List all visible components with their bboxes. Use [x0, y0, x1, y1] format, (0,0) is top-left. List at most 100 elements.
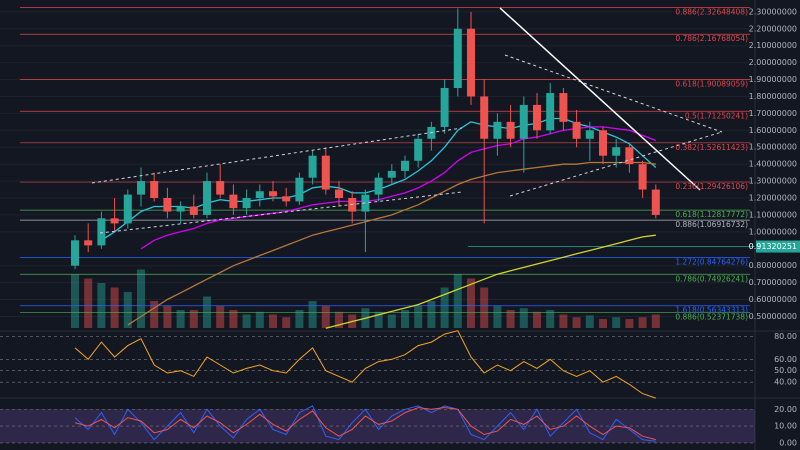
candle-body: [467, 28, 475, 97]
volume-bar: [480, 287, 489, 328]
last-price-box: [756, 240, 800, 253]
candle-body: [137, 181, 145, 195]
candle-body: [255, 191, 264, 198]
volume-bar: [467, 278, 475, 328]
candle-body: [308, 155, 317, 178]
fib-label: 0.618(1.90089059): [675, 79, 748, 88]
volume-bar: [229, 310, 238, 328]
y-tick-label: 2.30000000: [749, 7, 797, 16]
volume-bar: [374, 311, 383, 328]
candle-body: [559, 93, 568, 122]
stoch-tick-label: 20.00: [774, 405, 797, 414]
last-price-label: 0.91320251: [749, 242, 797, 251]
volume-bar: [242, 314, 251, 328]
candle-body: [176, 206, 185, 212]
volume-bar: [651, 314, 660, 328]
fib-label: 0.886(0.52371738): [675, 312, 748, 321]
volume-bar: [255, 311, 264, 328]
candle-body: [625, 147, 634, 165]
candle-body: [71, 240, 79, 266]
candle-body: [335, 189, 343, 198]
candle-body: [440, 88, 449, 127]
volume-bar: [216, 305, 225, 328]
volume-bar: [506, 310, 515, 328]
volume-bar: [612, 317, 621, 328]
volume-bar: [335, 311, 343, 328]
volume-bar: [110, 287, 119, 328]
volume-bar: [599, 319, 607, 328]
candle-body: [229, 194, 238, 209]
volume-bar: [414, 305, 423, 328]
y-tick-label: 1.10000000: [749, 210, 797, 219]
y-tick-label: 0.70000000: [749, 278, 797, 287]
stoch-tick-label: 0.00: [779, 438, 797, 447]
y-tick-label: 0.80000000: [749, 261, 797, 270]
volume-bar: [533, 311, 541, 328]
trendlines: [91, 7, 723, 234]
rsi-tick-label: 60.00: [774, 355, 797, 364]
volume-bar: [559, 314, 568, 328]
triangle-upper: [504, 54, 723, 133]
volume-bar: [150, 301, 159, 328]
candle-body: [374, 177, 383, 195]
candle-body: [638, 164, 647, 190]
fib-label: 1.272(0.84764276): [675, 258, 748, 267]
volume-bar: [321, 305, 330, 328]
volume-bar: [295, 310, 304, 328]
candle-body: [585, 130, 594, 139]
candle-body: [480, 96, 489, 139]
y-tick-label: 2.20000000: [749, 24, 797, 33]
volume-bar: [427, 301, 436, 328]
volume-bar: [519, 308, 528, 328]
y-tick-label: 1.60000000: [749, 126, 797, 135]
volume-bar: [440, 287, 449, 328]
fib-label: 0.786(0.74926241): [675, 274, 748, 283]
y-tick-label: 1.90000000: [749, 75, 797, 84]
candle-body: [533, 104, 541, 131]
fib-label: 0.5(1.71250241): [685, 111, 748, 120]
fib-label: 1.618(0.56343313): [675, 306, 748, 315]
candle-body: [150, 181, 159, 198]
fib-label: 0.886(2.32648408): [675, 7, 748, 16]
volume-bar: [546, 310, 555, 328]
y-tick-label: 1.30000000: [749, 177, 797, 186]
y-tick-label: 1.20000000: [749, 194, 797, 203]
triangle-lower: [509, 131, 723, 197]
stoch-band: [0, 409, 755, 443]
y-tick-label: 1.00000000: [749, 227, 797, 236]
candle-body: [506, 121, 515, 139]
volume-bar: [163, 305, 172, 328]
y-tick-label: 0.60000000: [749, 295, 797, 304]
y-tick-label: 1.80000000: [749, 92, 797, 101]
y-tick-label: 2.10000000: [749, 41, 797, 50]
candle-body: [651, 189, 660, 215]
candle-body: [519, 104, 528, 139]
candle-body: [123, 194, 132, 224]
moving-average: [127, 161, 656, 326]
rsi-tick-label: 40.00: [774, 378, 797, 387]
candle-body: [401, 160, 409, 171]
fib-label: 0.886(1.06916732): [675, 220, 748, 229]
volume-bar: [189, 310, 198, 328]
volume-bar: [269, 314, 277, 328]
candle-body: [387, 170, 396, 178]
candle-body: [242, 198, 251, 209]
candle-body: [321, 155, 330, 190]
volume-bar: [572, 317, 581, 328]
y-tick-label: 1.70000000: [749, 109, 797, 118]
candle-body: [493, 121, 502, 139]
y-tick-label: 1.40000000: [749, 160, 797, 169]
fib-label: 0.618(1.12817772): [675, 210, 748, 219]
rsi-line: [74, 330, 656, 399]
candle-body: [97, 218, 106, 246]
candle-body: [361, 194, 370, 212]
candle-body: [216, 181, 225, 195]
moving-average: [140, 126, 657, 250]
candle-body: [599, 130, 607, 156]
volume-bar: [625, 319, 634, 328]
candle-body: [572, 121, 581, 139]
y-tick-label: 0.50000000: [749, 312, 797, 321]
volume-bar: [401, 310, 409, 328]
